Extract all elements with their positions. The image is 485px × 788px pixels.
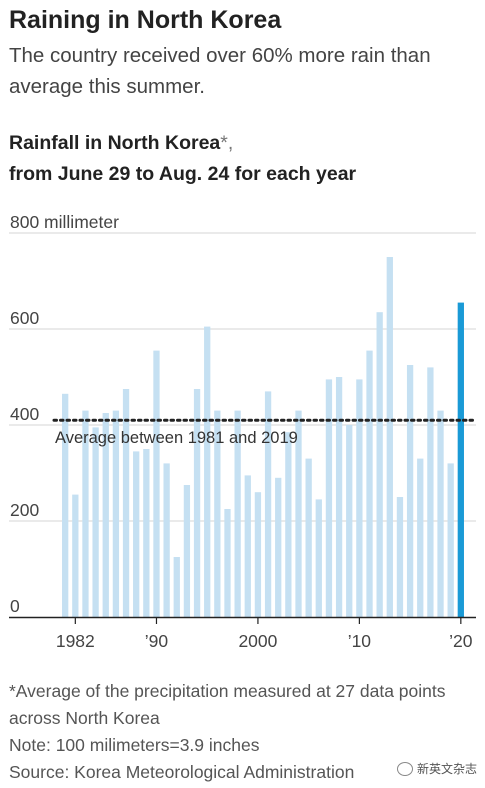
bar-1996 [214,410,221,617]
rainfall-bar-chart: 0 200 400 600 800 millimeter 1982 ’90 2000 ’10 ’2… [9,212,478,651]
bar-1981 [62,393,69,617]
y-tick-label: 400 [10,404,39,424]
bar-1992 [173,557,180,617]
x-tick-label: 1982 [56,631,95,651]
bar-1985 [102,413,109,617]
bar-1999 [244,475,251,617]
x-tick-label: ’10 [348,631,372,651]
bar-2014 [396,497,404,617]
dek: The country received over 60% more rain … [9,44,431,98]
chart-title-star: *, [220,132,234,154]
y-tick-label: 200 [10,500,39,520]
bar-2013 [386,257,393,617]
bar-1982 [72,494,79,617]
bar-2009 [346,425,353,617]
bar-2002 [275,477,282,617]
bar-2020 [457,302,464,617]
chart-title: Rainfall in North Korea*, from June 29 t… [9,128,356,190]
bar-2015 [406,365,414,617]
bar-2018 [437,410,444,617]
bar-1997 [224,509,231,617]
wechat-icon [396,761,413,776]
bar-1995 [204,326,211,617]
x-tick-label: ’90 [145,631,169,651]
watermark: 新英文杂志 [396,760,477,777]
chart-notes: *Average of the precipitation measured a… [9,678,479,786]
x-tick-label: 2000 [238,631,277,651]
bar-1983 [82,410,89,617]
bar-2017 [427,367,434,617]
source: Source: Korea Meteorological Administrat… [9,762,355,782]
bar-2010 [356,379,363,617]
bar-2019 [447,463,454,617]
bar-1987 [122,389,130,617]
watermark-text: 新英文杂志 [416,762,477,776]
bar-1990 [153,350,160,617]
bar-2006 [315,499,322,617]
chart-title-line2: from June 29 to Aug. 24 for each year [9,163,357,185]
chart-title-main: Rainfall in North Korea [9,132,221,154]
bar-2000 [254,492,262,617]
average-label: Average between 1981 and 2019 [55,429,298,447]
y-tick-label: 800 millimeter [10,212,119,232]
bar-1986 [112,410,120,617]
y-tick-label: 600 [10,308,39,328]
bar-1998 [234,410,241,617]
bar-2016 [417,458,424,617]
y-tick-label: 0 [10,596,20,616]
x-tick-label: ’20 [449,631,473,651]
bar-2004 [295,410,302,617]
bar-2001 [264,391,272,617]
bar-2011 [366,350,373,617]
bar-1991 [163,463,170,617]
bar-1994 [193,389,201,617]
headline: Raining in North Korea [9,6,282,34]
bar-2008 [335,377,343,617]
bar-2007 [325,379,333,617]
footnote-text: *Average of the precipitation measured a… [9,681,446,728]
bar-2005 [305,458,312,617]
bar-1984 [92,427,99,617]
bar-2012 [376,312,383,617]
bar-1993 [183,485,191,617]
footnote: *Average of the precipitation measured a… [9,678,479,732]
bar-1988 [133,451,140,617]
bar-1989 [143,449,150,617]
bar-2003 [285,432,292,617]
note: Note: 100 milimeters=3.9 inches [9,735,260,755]
